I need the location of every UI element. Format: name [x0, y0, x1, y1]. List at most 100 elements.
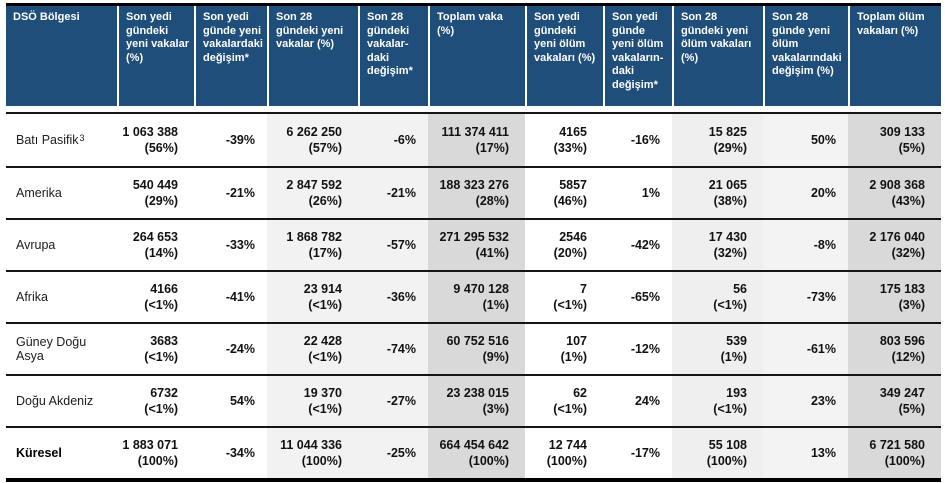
total-deaths-value: 349 247: [879, 386, 925, 400]
cases-7d-percent: (56%): [144, 141, 178, 155]
cell-new-cases-7d: 1 883 071 (100%): [117, 428, 194, 478]
cell-cases-7d-change: -24%: [225, 342, 255, 356]
deaths-28d-value: 56: [733, 282, 747, 296]
cell-cases-28d-change: -57%: [358, 220, 428, 270]
cell-deaths-28d-change: 23%: [763, 376, 848, 426]
column-header-new-deaths-7d: Son yedi gündeki yeni ölüm vakaları (%): [525, 6, 603, 106]
cell-new-deaths-7d: 4165 (33%): [525, 114, 603, 166]
table-body: Batı Pasifik 3 1 063 388 (56%) -39% 6 262…: [6, 112, 941, 478]
cell-new-cases-7d: 1 063 388 (56%): [117, 114, 194, 166]
cell-cases-28d-change: -6%: [358, 114, 428, 166]
cases-28d-percent: (<1%): [308, 350, 342, 364]
deaths-7d-percent: (<1%): [553, 402, 587, 416]
total-cases-percent: (17%): [475, 141, 509, 155]
deaths-28d-percent: (<1%): [713, 298, 747, 312]
cell-new-deaths-7d: 2546 (20%): [525, 220, 603, 270]
cases-28d-value: 23 914: [303, 282, 342, 296]
footnote-marker: 3: [79, 133, 85, 143]
cell-new-deaths-7d: 12 744 (100%): [525, 428, 603, 478]
cell-total-cases: 271 295 532 (41%): [428, 220, 525, 270]
cell-cases-7d-change: 54%: [229, 394, 255, 408]
cell-cases-28d-change: -27%: [358, 376, 428, 426]
region-name-cell: Amerika: [6, 168, 117, 218]
column-header-new-cases-7d: Son yedi gündeki yeni vakalar (%): [117, 6, 194, 106]
deaths-28d-percent: (29%): [713, 141, 747, 155]
cell-new-cases-28d: 19 370 (<1%): [267, 376, 358, 426]
cases-28d-value: 2 847 592: [286, 178, 342, 192]
cell-total-cases: 111 374 411 (17%): [428, 114, 525, 166]
total-deaths-value: 175 183: [879, 282, 925, 296]
total-deaths-value: 803 596: [879, 334, 925, 348]
total-deaths-percent: (5%): [898, 141, 925, 155]
deaths-28d-percent: (100%): [706, 454, 747, 468]
cell-cases-7d-change: -41%: [225, 290, 255, 304]
deaths-28d-value: 21 065: [708, 178, 747, 192]
cell-cases-28d-change: -74%: [358, 324, 428, 374]
cell-new-deaths-7d: 5857 (46%): [525, 168, 603, 218]
cell-total-deaths: 803 596 (12%): [848, 324, 941, 374]
cell-deaths-7d-change: 1%: [641, 186, 660, 200]
cell-total-cases: 9 470 128 (1%): [428, 272, 525, 322]
cell-cases-28d-change: -36%: [358, 272, 428, 322]
total-deaths-value: 309 133: [879, 125, 925, 139]
cell-total-deaths: 6 721 580 (100%): [848, 428, 941, 478]
deaths-7d-value: 62: [573, 386, 587, 400]
cases-28d-percent: (57%): [308, 141, 342, 155]
cell-deaths-28d-change: 20%: [763, 168, 848, 218]
cases-7d-value: 1 063 388: [122, 125, 178, 139]
deaths-28d-percent: (32%): [713, 246, 747, 260]
region-name: Afrika: [16, 290, 48, 304]
table-header-row: DSÖ Bölgesi Son yedi gündeki yeni vakala…: [6, 3, 941, 106]
total-cases-value: 188 323 276: [439, 178, 509, 192]
cell-cases-7d-change: -21%: [225, 186, 255, 200]
cell-cases-7d-change: -34%: [225, 446, 255, 460]
deaths-7d-value: 12 744: [548, 438, 587, 452]
total-cases-percent: (41%): [475, 246, 509, 260]
deaths-7d-value: 4165: [559, 125, 587, 139]
column-header-deaths-7d-change: Son yedi günde yeni ölüm vakaların-daki …: [603, 6, 672, 106]
cell-deaths-7d-change: 24%: [634, 394, 660, 408]
cell-total-deaths: 349 247 (5%): [848, 376, 941, 426]
cell-new-deaths-7d: 107 (1%): [525, 324, 603, 374]
column-header-new-cases-28d: Son 28 gündeki yeni vakalar (%): [267, 6, 358, 106]
cell-new-cases-7d: 6732 (<1%): [117, 376, 194, 426]
column-header-deaths-28d-change: Son 28 günde yeni ölüm vakalarındaki değ…: [763, 6, 848, 106]
total-cases-percent: (9%): [482, 350, 509, 364]
column-header-total-cases: Toplam vaka (%): [428, 6, 525, 106]
cell-new-cases-28d: 22 428 (<1%): [267, 324, 358, 374]
total-deaths-percent: (43%): [891, 194, 925, 208]
cell-new-deaths-28d: 56 (<1%): [672, 272, 763, 322]
cell-new-cases-28d: 1 868 782 (17%): [267, 220, 358, 270]
deaths-28d-percent: (<1%): [713, 402, 747, 416]
deaths-28d-value: 17 430: [708, 230, 747, 244]
region-name: Doğu Akdeniz: [16, 394, 94, 408]
cases-28d-value: 1 868 782: [286, 230, 342, 244]
deaths-28d-value: 15 825: [708, 125, 747, 139]
cases-7d-value: 1 883 071: [122, 438, 178, 452]
who-region-table: DSÖ Bölgesi Son yedi gündeki yeni vakala…: [6, 3, 941, 482]
total-cases-value: 9 470 128: [453, 282, 509, 296]
cell-deaths-7d-change: -17%: [630, 446, 660, 460]
total-deaths-value: 2 908 368: [869, 178, 925, 192]
table-row: Amerika 540 449 (29%) -21% 2 847 592 (26…: [6, 166, 941, 218]
total-deaths-value: 2 176 040: [869, 230, 925, 244]
cell-new-deaths-28d: 193 (<1%): [672, 376, 763, 426]
cases-28d-percent: (<1%): [308, 298, 342, 312]
cell-deaths-28d-change: -73%: [763, 272, 848, 322]
deaths-7d-value: 107: [566, 334, 587, 348]
total-cases-percent: (1%): [482, 298, 509, 312]
cases-7d-value: 540 449: [132, 178, 178, 192]
cell-new-deaths-28d: 539 (1%): [672, 324, 763, 374]
deaths-7d-percent: (<1%): [553, 298, 587, 312]
total-deaths-percent: (3%): [898, 298, 925, 312]
cell-total-cases: 664 454 642 (100%): [428, 428, 525, 478]
cell-deaths-7d-change: -16%: [630, 133, 660, 147]
deaths-28d-percent: (1%): [720, 350, 747, 364]
total-cases-value: 60 752 516: [446, 334, 509, 348]
table-row: Afrika 4166 (<1%) -41% 23 914 (<1%) -36%…: [6, 270, 941, 322]
cell-deaths-28d-change: 50%: [763, 114, 848, 166]
cell-new-cases-7d: 540 449 (29%): [117, 168, 194, 218]
cell-new-cases-28d: 23 914 (<1%): [267, 272, 358, 322]
table-row: Doğu Akdeniz 6732 (<1%) 54% 19 370 (<1%)…: [6, 374, 941, 426]
